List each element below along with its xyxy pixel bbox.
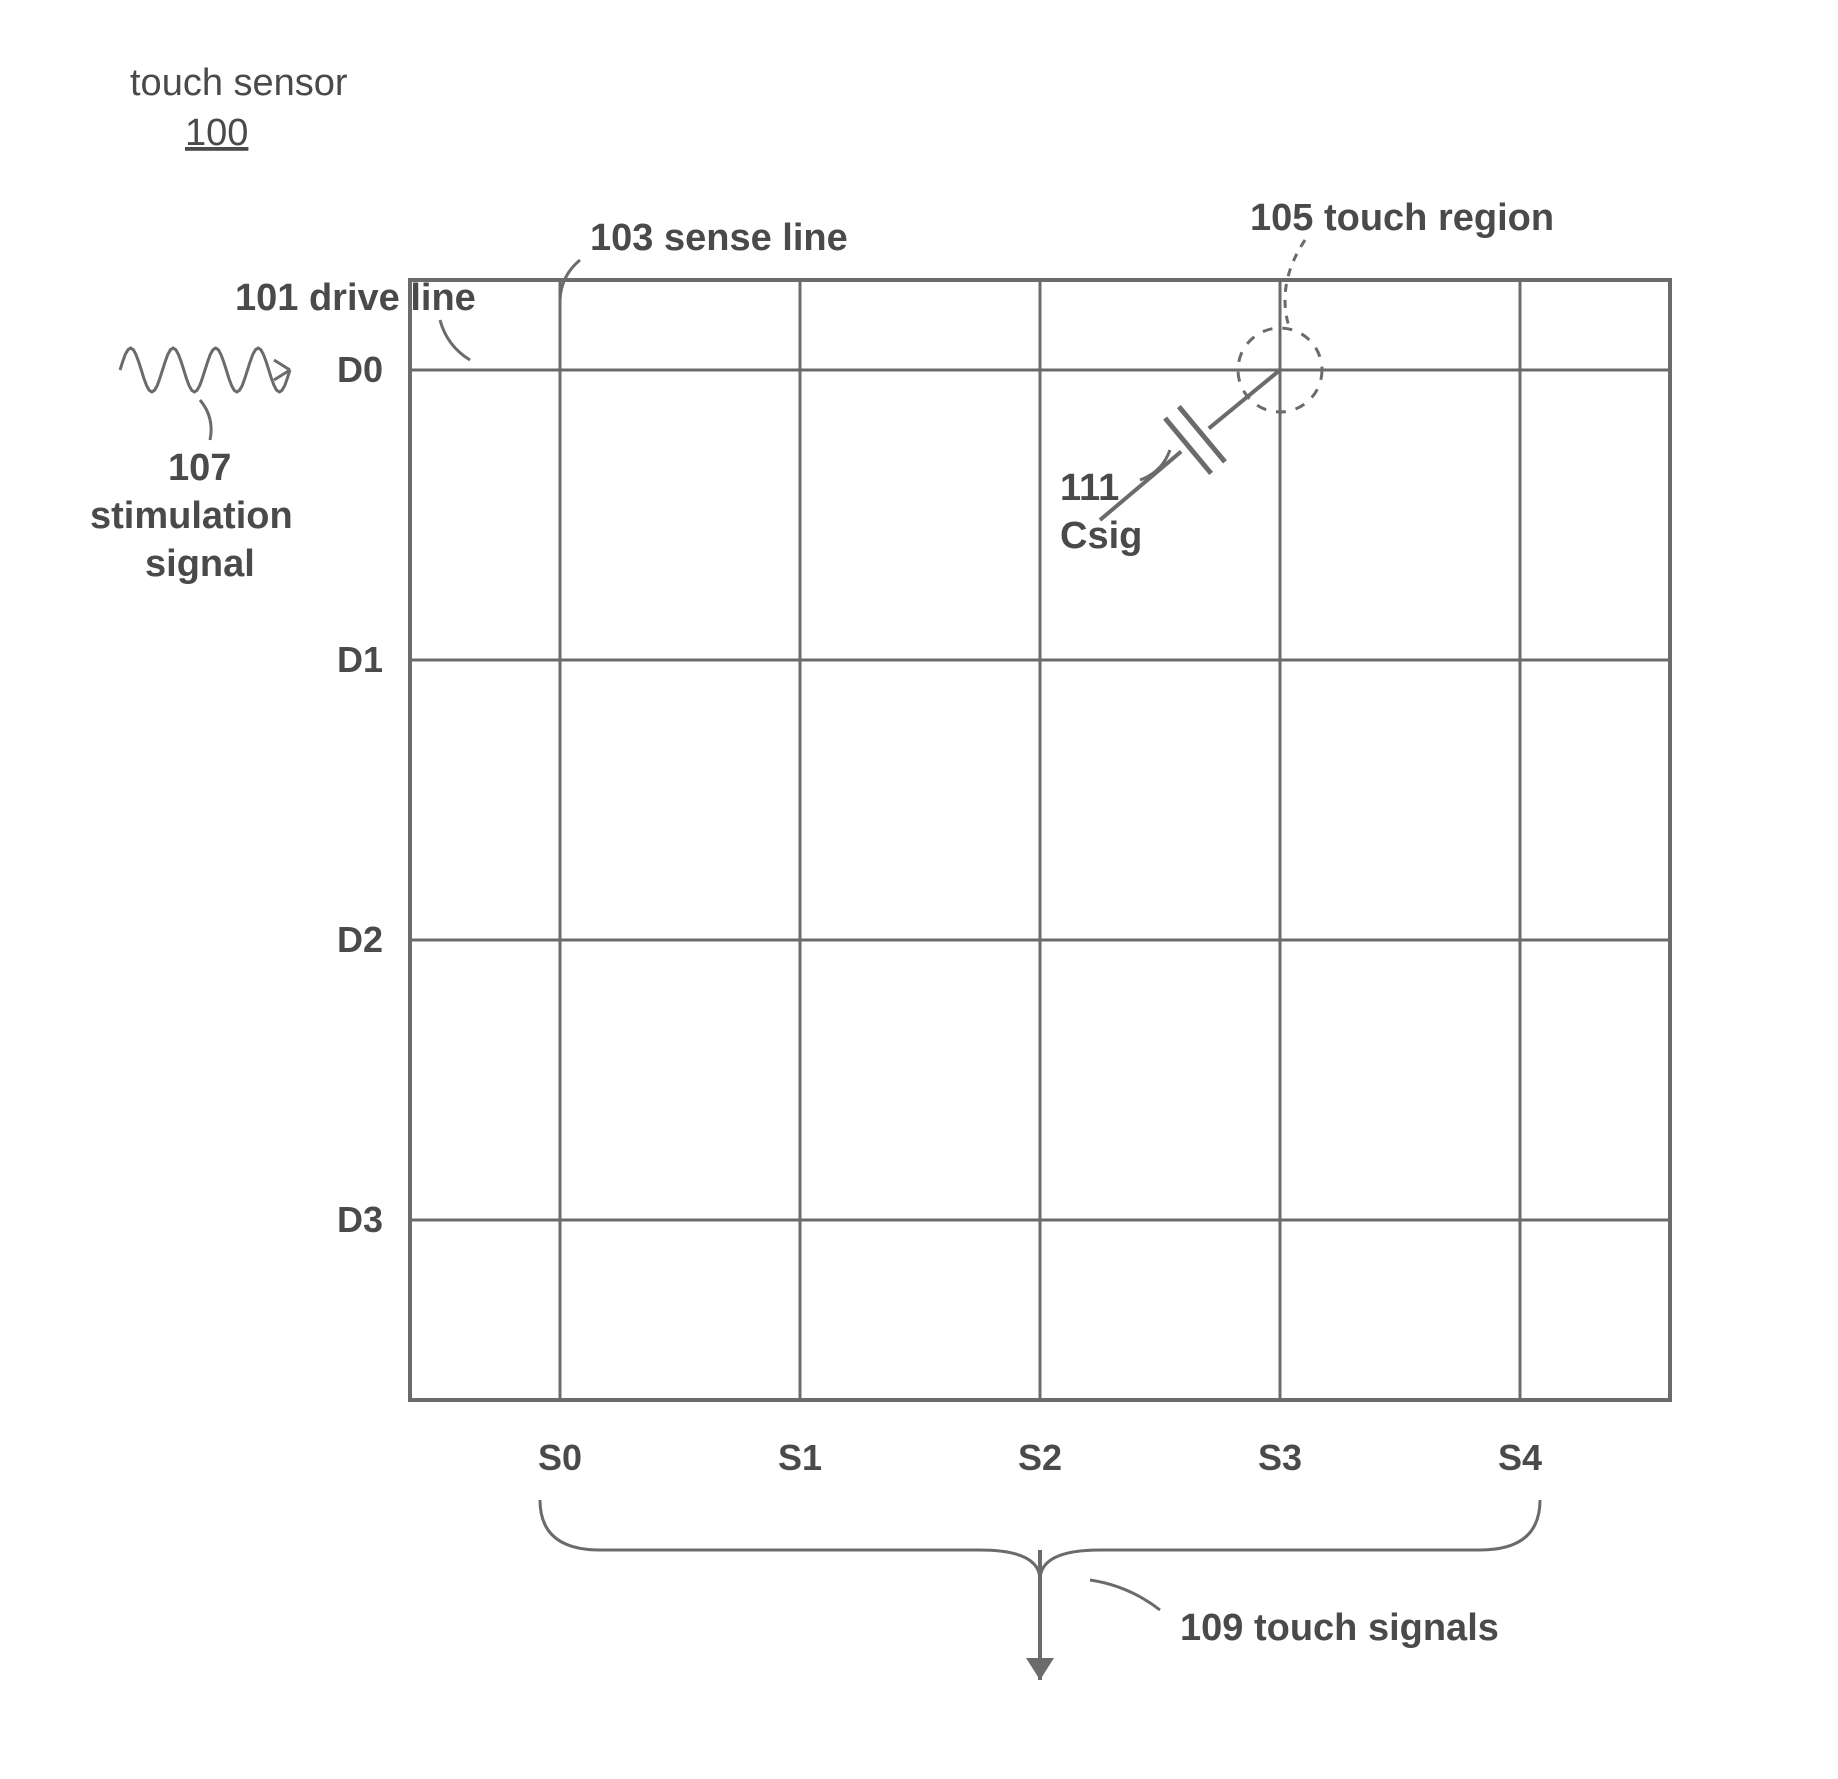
- sense-label-2: S2: [1018, 1437, 1062, 1478]
- drive-label-3: D3: [337, 1199, 383, 1240]
- drive-label-2: D2: [337, 919, 383, 960]
- capacitor-plate-a: [1165, 418, 1211, 473]
- label-stim-l2: signal: [145, 543, 255, 585]
- leader-drive-line: [440, 320, 470, 360]
- label-touch-region: 105 touch region: [1250, 197, 1554, 239]
- sense-label-4: S4: [1498, 1437, 1542, 1478]
- label-sense-line: 103 sense line: [590, 217, 848, 259]
- sense-label-3: S3: [1258, 1437, 1302, 1478]
- title-line1: touch sensor: [130, 62, 348, 104]
- label-csig-num: 111: [1060, 467, 1119, 509]
- leader-stim-signal: [200, 400, 211, 440]
- capacitor-plate-b: [1179, 407, 1225, 462]
- capacitor-lead-2: [1209, 370, 1280, 428]
- drive-label-0: D0: [337, 349, 383, 390]
- label-stim-l1: stimulation: [90, 495, 293, 537]
- sense-label-0: S0: [538, 1437, 582, 1478]
- leader-touch-region: [1285, 240, 1305, 330]
- leader-touch-signals: [1090, 1580, 1160, 1610]
- touch-signals-arrow-head: [1026, 1658, 1054, 1680]
- stimulation-wave: [120, 348, 290, 392]
- label-touch-signals: 109 touch signals: [1180, 1607, 1499, 1649]
- drive-label-1: D1: [337, 639, 383, 680]
- sense-label-1: S1: [778, 1437, 822, 1478]
- title-ref-number: 100: [185, 112, 248, 154]
- label-csig: Csig: [1060, 515, 1142, 557]
- label-drive-line: 101 drive line: [235, 277, 476, 319]
- label-stim-num: 107: [168, 447, 231, 489]
